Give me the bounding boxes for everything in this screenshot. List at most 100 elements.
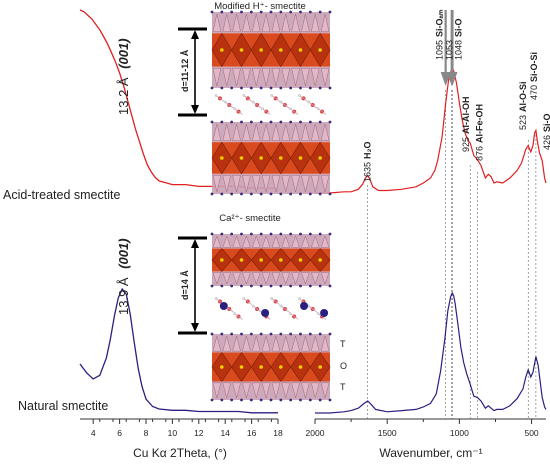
bottom-sheet-upper-tetrahedron [301, 272, 310, 285]
peak-number-1048: 1048 [453, 40, 463, 60]
peak-number-523: 523 [518, 115, 528, 130]
peak-label-1635: 1635 H₂O [363, 141, 373, 182]
top-sheet-upper-oxygen [220, 86, 224, 90]
bottom-sheet-lower-oxygen [210, 332, 214, 336]
top-sheet-upper-oxygen [318, 10, 322, 14]
bottom-sheet-upper-oxygen [279, 284, 283, 288]
top-sheet-lower-oxygen [318, 120, 322, 124]
top-sheet-lower-tetrahedron [222, 175, 232, 193]
top-interlayer-water-h [261, 107, 264, 110]
bottom-sheet-upper-tetrahedral-top [212, 234, 330, 249]
peak-assignment-1095: Si-Oₐₘ [435, 9, 445, 37]
top-sheet-upper-oxygen [299, 86, 302, 90]
top-sheet-lower-oxygen [289, 120, 293, 124]
top-interlayer-water-bond [280, 101, 290, 109]
bottom-sheet-upper-tetrahedron [232, 272, 241, 285]
top-interlayer-water-h [270, 94, 273, 97]
bottom-interlayer-ca-ion [300, 302, 309, 310]
top-interlayer-water-bond [289, 108, 299, 115]
top-sheet-lower-tetrahedron [261, 175, 271, 193]
top-sheet-lower-cation [239, 156, 244, 160]
bottom-sheet-lower-oxygen [318, 398, 322, 402]
bottom-sheet-upper-tetrahedron [261, 235, 271, 248]
bottom-sheet-lower-oxygen [240, 398, 243, 402]
top-sheet-lower-tetrahedron [232, 123, 241, 141]
top-sheet-lower-oxygen [210, 120, 214, 124]
xrd-tick-label-4: 4 [91, 428, 96, 438]
top-sheet-lower-oxygen [299, 192, 302, 196]
top-sheet-upper-tetrahedron [251, 67, 261, 87]
top-sheet-lower-tetrahedral-top [212, 122, 330, 143]
bottom-sheet-upper-tetrahedron [271, 235, 281, 248]
bottom-sheet-upper-tetrahedron [320, 235, 330, 248]
bottom-interlayer-water-h [214, 297, 218, 300]
top-interlayer-water-h [307, 100, 311, 104]
top-sheet-lower-oxygen [249, 120, 253, 124]
bottom-sheet-lower-oxygen [249, 332, 253, 336]
bottom-sheet-lower-tetrahedron [222, 382, 232, 399]
bottom-sheet-lower-oxygen [299, 332, 302, 336]
bottom-sheet-upper-oxygen [289, 284, 293, 288]
bottom-sheet-lower-oxygen [279, 398, 283, 402]
ftir-tick-label-1500: 1500 [378, 428, 397, 438]
top-interlayer-water-h [242, 94, 246, 97]
bottom-sheet-upper-oxygen [279, 232, 283, 236]
peak-label-426: 426 Si-O [542, 113, 550, 150]
top-sheet-lower-tetrahedral-bottom [212, 173, 330, 194]
arrow-head-1048 [447, 72, 458, 86]
ftir-tick-label-2000: 2000 [306, 428, 325, 438]
bottom-sheet-lower-oxygen [279, 332, 283, 336]
top-sheet-lower-cation [259, 156, 263, 160]
top-sheet-upper-oxygen [230, 86, 234, 90]
top-sheet-upper-oxygen [289, 86, 293, 90]
top-interlayer-water-bond [252, 101, 262, 109]
bottom-sheet-lower-tetrahedron [320, 382, 330, 399]
bottom-sheet-upper-oxygen [308, 284, 312, 288]
top-sheet-upper-tetrahedron [271, 67, 281, 87]
top-sheet-lower-oxygen [259, 120, 263, 124]
bottom-interlayer-water-bond [234, 313, 243, 320]
top-interlayer-water-bond [317, 108, 327, 115]
bottom-interlayer-water-h [316, 312, 320, 315]
bottom-sheet-lower-oxygen [299, 398, 302, 402]
bottom-sheet-upper-cation [259, 258, 263, 262]
top-sheet-lower-oxygen [328, 192, 332, 196]
top-sheet-lower-oxygen [328, 120, 332, 124]
top-sheet-upper-oxygen [240, 86, 243, 90]
bottom-sheet-upper-cation [220, 258, 224, 262]
bottom-sheet-lower-oxygen [328, 398, 332, 402]
bottom-sheet-lower-tetrahedron [281, 335, 291, 352]
bottom-sheet-lower-oxygen [240, 332, 243, 336]
bottom-sheet-lower-oxygen [308, 332, 312, 336]
bottom-sheet-lower-tetrahedron [320, 335, 330, 352]
xrd-tick-label-6: 6 [117, 428, 122, 438]
top-sheet-lower-tetrahedron [291, 175, 300, 193]
top-sheet-lower-oxygen [240, 192, 243, 196]
bottom-sheet-upper-oxygen [249, 284, 253, 288]
top-sheet-lower-tetrahedron [271, 123, 281, 141]
top-sheet-lower-tetrahedron [242, 123, 251, 141]
top-sheet-lower-oxygen [210, 192, 214, 196]
bottom-sheet-lower-tetrahedron [212, 335, 222, 352]
bottom-sheet-upper-oxygen [220, 284, 224, 288]
top-sheet-upper-tetrahedron [242, 13, 251, 33]
top-sheet-lower-oxygen [269, 192, 273, 196]
peak-assignment-1048: Si-O [453, 18, 463, 37]
top-sheet-upper-tetrahedron [281, 67, 291, 87]
top-interlayer-water-bond [243, 95, 253, 102]
top-sheet-lower-oxygen [259, 192, 263, 196]
top-interlayer-water-bond [225, 101, 234, 109]
bottom-sheet-lower-cation [318, 365, 322, 369]
ftir-axis: 2000 1500 1000 500 Wavenumber, cm⁻¹ [306, 418, 546, 460]
top-sheet-lower-oxygen [289, 192, 293, 196]
bottom-sheet-upper-oxygen [210, 284, 214, 288]
svg-text:13.9 Å (001): 13.9 Å (001) [116, 238, 131, 315]
bottom-interlayer-water-h [242, 297, 246, 300]
peak-assignment-925: Al-Al-OH [461, 96, 471, 134]
bottom-sheet-lower-tetrahedron [281, 382, 291, 399]
peak-number-876: 876 [474, 146, 484, 161]
bottom-sheet-upper-oxygen [240, 284, 243, 288]
top-sheet-lower-tetrahedron [320, 175, 330, 193]
bottom-sheet-upper-oxygen [318, 284, 322, 288]
peak-label-1053: 1053 [445, 40, 455, 60]
